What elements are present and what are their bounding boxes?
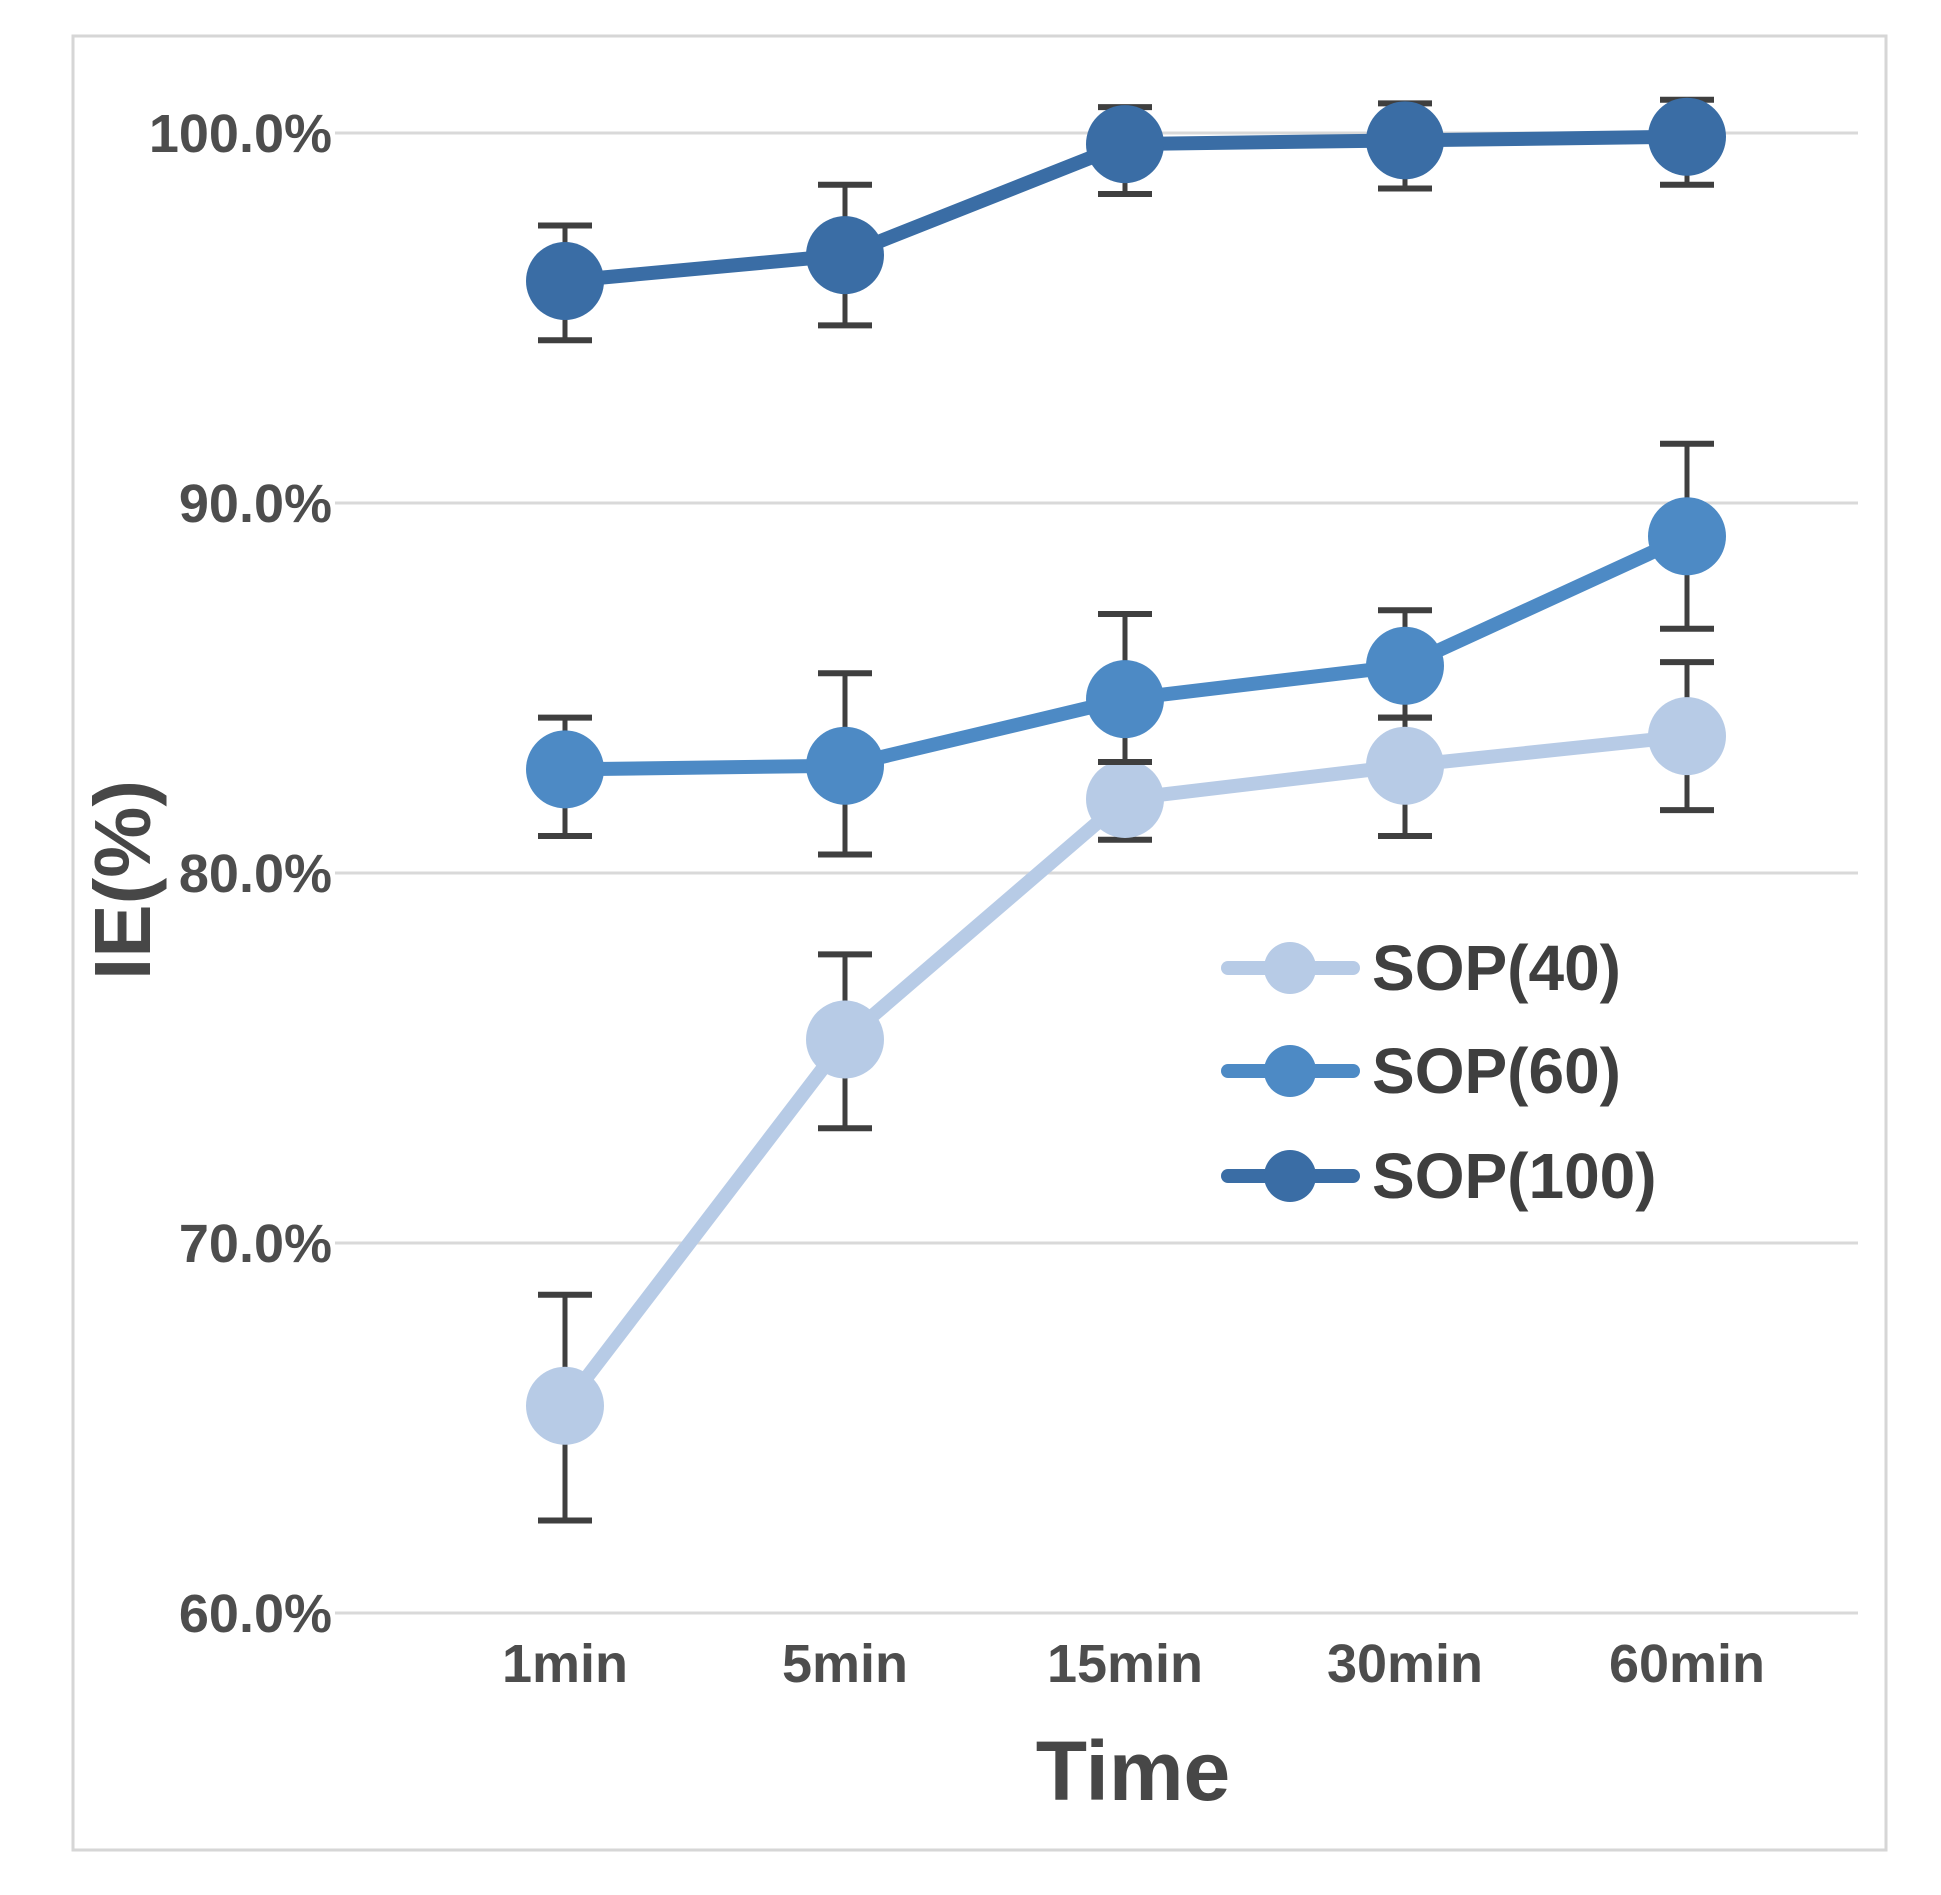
legend-item-marker <box>1264 942 1316 994</box>
legend-item-SOP(40): SOP(40) <box>1221 932 1621 1004</box>
data-point-marker <box>1366 726 1444 805</box>
x-tick-label: 5min <box>782 1634 908 1694</box>
x-tick-label: 60min <box>1609 1634 1765 1694</box>
legend-item-marker <box>1264 1150 1316 1202</box>
legend-item-marker <box>1264 1045 1316 1097</box>
y-tick-label: 100.0% <box>149 104 332 164</box>
data-point-marker <box>1086 760 1164 838</box>
data-point-marker <box>526 1366 604 1445</box>
data-point-marker <box>1648 97 1726 176</box>
legend-item-label: SOP(60) <box>1372 1035 1621 1107</box>
legend-item-label: SOP(40) <box>1372 932 1621 1004</box>
data-point-marker <box>1086 660 1164 739</box>
series-group <box>526 96 1726 1524</box>
y-tick-label: 60.0% <box>179 1584 332 1644</box>
legend-item-SOP(60): SOP(60) <box>1221 1035 1621 1107</box>
series-SOP(100) <box>526 96 1726 344</box>
y-tick-label: 70.0% <box>179 1214 332 1274</box>
data-point-marker <box>1366 101 1444 180</box>
data-point-marker <box>806 1000 884 1079</box>
chart-border <box>71 34 1888 1852</box>
y-tick-label: 80.0% <box>179 844 332 904</box>
data-point-marker <box>1366 626 1444 705</box>
series-SOP(60) <box>526 440 1726 858</box>
y-tick-label: 90.0% <box>179 474 332 534</box>
legend: SOP(40) SOP(60) SOP(100) <box>1221 932 1657 1212</box>
data-point-marker <box>1086 105 1164 184</box>
data-point-marker <box>806 216 884 295</box>
y-axis-title: IE(%) <box>78 780 167 980</box>
x-axis-tick-labels: 1min 5min 15min 30min 60min <box>502 1634 1765 1694</box>
data-point-marker <box>1648 697 1726 776</box>
legend-item-SOP(100): SOP(100) <box>1221 1140 1657 1212</box>
x-tick-label: 15min <box>1047 1634 1203 1694</box>
x-axis-title: Time <box>1036 1724 1231 1818</box>
data-point-marker <box>526 242 604 320</box>
y-axis-tick-labels: 100.0% 90.0% 80.0% 70.0% 60.0% <box>149 104 332 1644</box>
legend-item-label: SOP(100) <box>1372 1140 1657 1212</box>
series-SOP(40) <box>526 659 1726 1524</box>
x-tick-label: 30min <box>1327 1634 1483 1694</box>
data-point-marker <box>806 726 884 805</box>
x-tick-label: 1min <box>502 1634 628 1694</box>
data-point-marker <box>1648 497 1726 576</box>
data-point-marker <box>526 730 604 809</box>
